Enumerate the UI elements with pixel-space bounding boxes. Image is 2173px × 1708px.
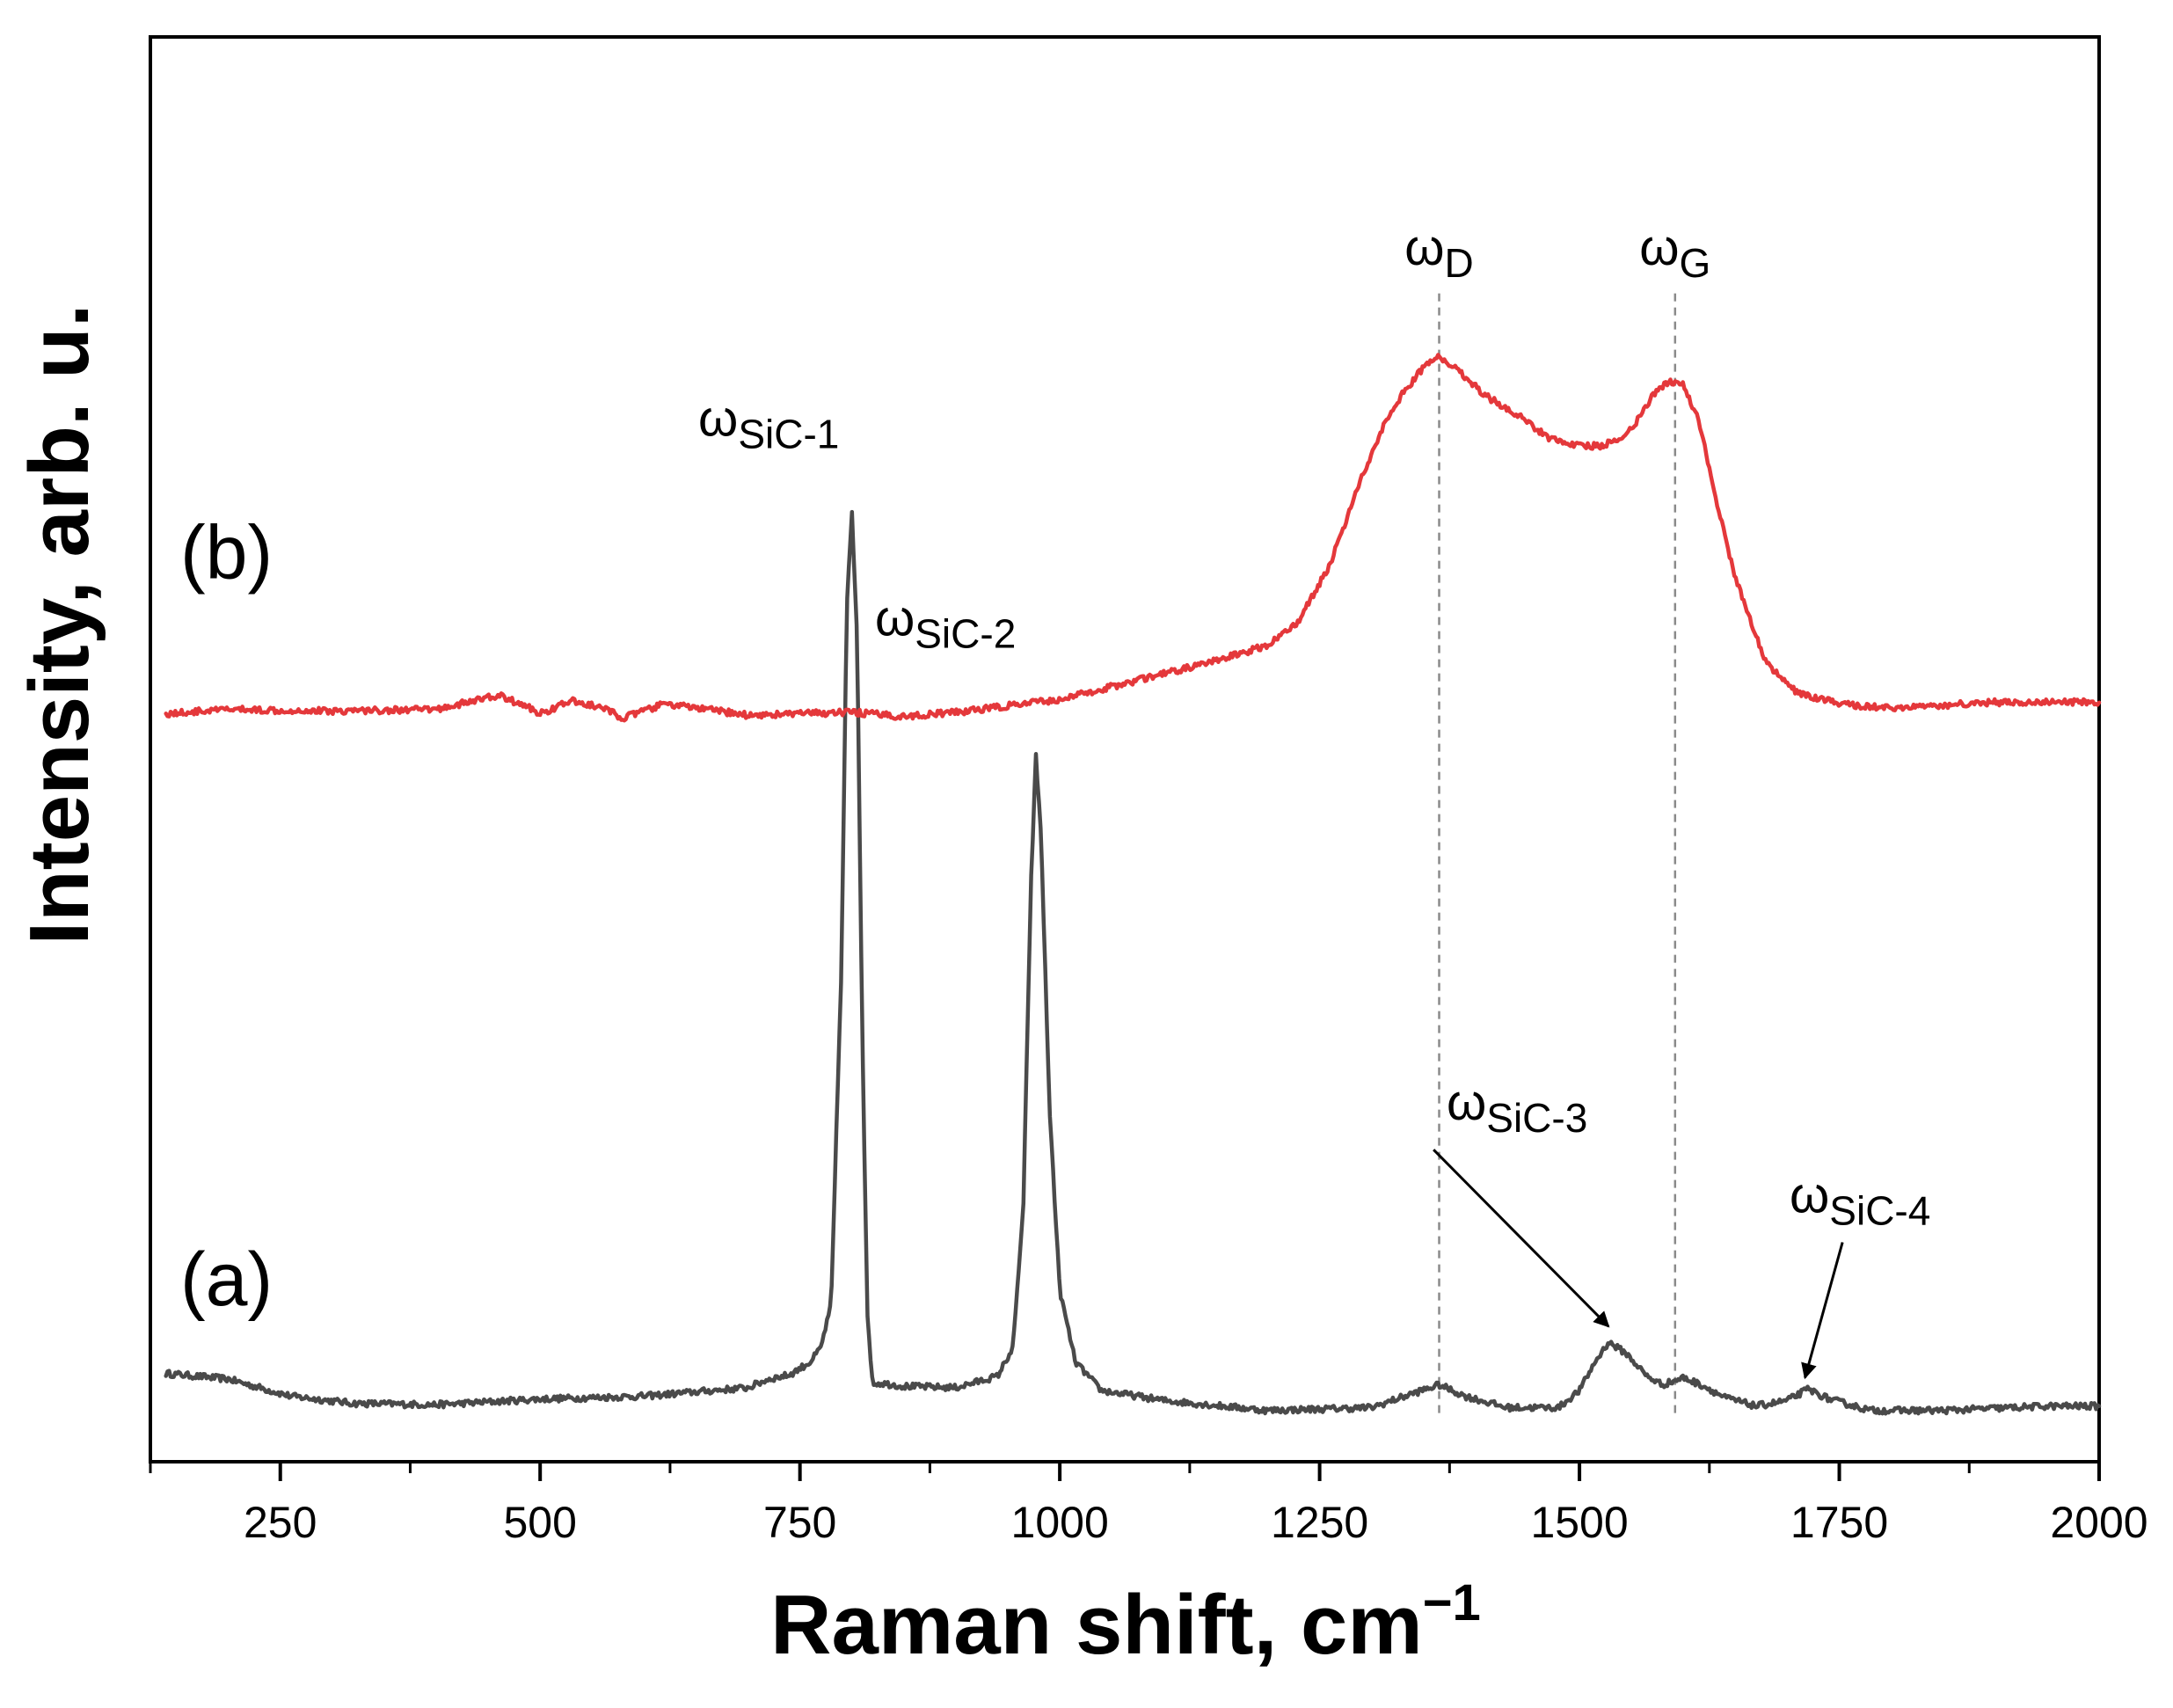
- panel-label-a: (a): [180, 1237, 273, 1322]
- x-tick-label-750: 750: [763, 1498, 836, 1547]
- x-axis-title-superscript: −1: [1423, 1574, 1481, 1631]
- series-line-a: [164, 509, 2102, 1416]
- peak-label-sic-1: ωSiC-1: [698, 391, 839, 457]
- peak-label-sic-2: ωSiC-2: [875, 589, 1016, 656]
- series-layer: [164, 353, 2102, 1416]
- peak-label-g: ωG: [1639, 219, 1710, 286]
- x-tick-label-500: 500: [503, 1498, 576, 1547]
- x-tick-label-1000: 1000: [1011, 1498, 1109, 1547]
- peak-arrow-sic-3: [1433, 1149, 1610, 1328]
- peak-label-sic-4: ωSiC-4: [1790, 1167, 1930, 1234]
- peak-label-d: ωD: [1404, 219, 1474, 286]
- series-line-b: [164, 353, 2102, 723]
- x-tick-label-2000: 2000: [2050, 1498, 2147, 1547]
- reference-lines: [1438, 293, 1677, 1417]
- peak-label-sic-3: ωSiC-3: [1447, 1074, 1587, 1141]
- plot-frame: [149, 35, 2101, 1463]
- x-axis-ticks: [149, 1462, 2101, 1481]
- peak-arrow-sic-4: [1801, 1242, 1844, 1380]
- x-tick-label-1500: 1500: [1530, 1498, 1628, 1547]
- x-axis-tick-labels: 250 500 750 1000 1250 1500 1750 2000: [244, 1498, 2148, 1547]
- y-axis-title: Intensity, arb. u.: [12, 304, 106, 945]
- x-tick-label-1250: 1250: [1271, 1498, 1368, 1547]
- panel-label-b: (b): [180, 511, 273, 595]
- panel-labels: (a) (b): [180, 511, 273, 1322]
- x-tick-label-250: 250: [244, 1498, 317, 1547]
- peak-annotations: ωD ωG ωSiC-1 ωSiC-2 ωSiC-3 ωSiC-4: [698, 219, 1930, 1380]
- x-tick-label-1750: 1750: [1790, 1498, 1888, 1547]
- x-axis-title: Raman shift, cm−1: [770, 1574, 1481, 1672]
